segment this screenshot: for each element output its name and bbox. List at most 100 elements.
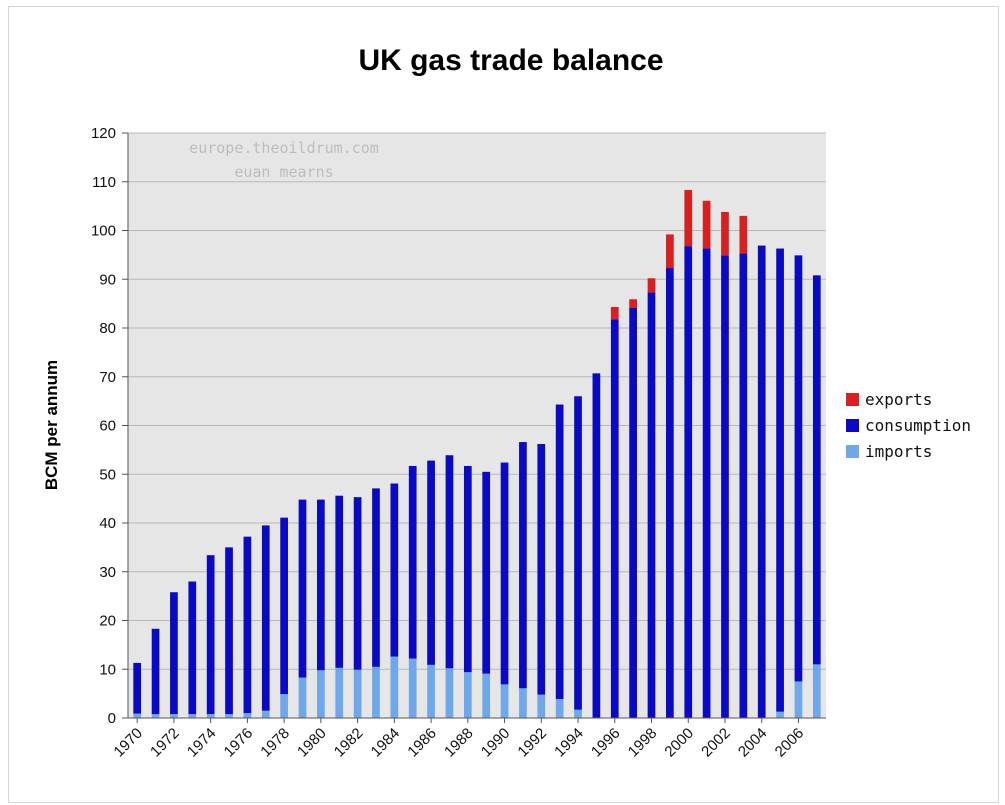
bar-imports-1990 [500,684,509,718]
bar-consumption-1990 [500,462,509,685]
bar-consumption-1973 [188,581,197,715]
bar-imports-1988 [463,672,472,718]
y-tick-label: 70 [99,369,116,386]
legend-swatch-consumption [846,419,859,432]
bar-consumption-2006 [794,255,803,682]
bar-imports-1977 [261,710,270,718]
bar-exports-2003 [739,215,748,254]
legend-label-exports: exports [865,390,932,409]
x-tick-label: 2002 [698,725,734,761]
bar-consumption-1995 [592,373,601,718]
bar-exports-1996 [610,307,619,320]
bar-exports-1999 [666,234,674,269]
bar-imports-2007 [812,664,821,719]
legend-swatch-exports [846,393,859,406]
chart-frame: UK gas trade balance europe.theoildrum.c… [8,6,999,803]
bar-consumption-1970 [133,662,142,714]
y-axis-label: BCM per annum [42,360,61,490]
bar-consumption-1978 [280,517,288,695]
y-tick-label: 100 [91,223,116,240]
chart: UK gas trade balance europe.theoildrum.c… [42,44,971,760]
bar-consumption-2005 [776,248,784,712]
x-tick-label: 1998 [625,725,661,761]
bar-imports-1976 [243,713,252,719]
x-tick-label: 1974 [184,725,220,761]
bar-consumption-1993 [555,404,564,699]
x-tick-label: 1978 [257,725,293,761]
bar-imports-1987 [445,668,454,718]
x-axis-ticks: 1970 1972 1974 1976 1978 1980 1982 1984 1986 1988… [110,718,807,760]
y-axis-ticks: 0 10 20 30 40 50 60 70 80 90 100 110 120 [91,125,128,727]
bar-imports-1975 [225,714,233,718]
bar-imports-2006 [794,681,803,718]
bar-imports-1982 [353,669,362,718]
bar-consumption-1984 [390,483,399,657]
bar-consumption-2003 [739,253,748,718]
bar-consumption-1999 [666,268,674,718]
bar-consumption-1981 [335,495,344,668]
bar-consumption-1989 [482,471,491,674]
bar-consumption-1982 [353,497,362,670]
bar-imports-1984 [390,656,399,718]
x-tick-label: 2004 [735,725,771,761]
bar-imports-2005 [776,711,784,718]
bar-exports-2001 [702,200,711,249]
x-tick-label: 1972 [147,725,183,761]
x-tick-label: 2006 [772,725,808,761]
bars [133,190,821,719]
bar-imports-1979 [298,677,307,718]
bar-consumption-2004 [757,245,766,719]
bar-imports-1985 [408,658,417,718]
bar-exports-1998 [647,278,656,293]
bar-consumption-2007 [812,275,821,665]
x-tick-label: 1982 [331,725,367,761]
bar-consumption-1994 [574,396,582,710]
bar-consumption-2001 [702,248,711,719]
y-tick-label: 50 [99,466,116,483]
bar-consumption-1996 [610,319,619,718]
bar-imports-1981 [335,667,344,718]
bar-consumption-1975 [225,547,233,715]
bar-exports-2002 [721,211,729,256]
x-tick-label: 1996 [588,725,624,761]
bar-consumption-1979 [298,499,307,678]
x-tick-label: 1970 [110,725,146,761]
x-tick-label: 1980 [294,725,330,761]
bar-imports-1994 [574,709,582,718]
bar-consumption-1980 [317,499,325,671]
x-tick-label: 1976 [221,725,257,761]
legend-swatch-imports [846,445,859,458]
bar-exports-2000 [684,190,693,247]
bar-consumption-1974 [206,555,215,715]
x-tick-label: 1986 [404,725,440,761]
bar-imports-1992 [537,694,546,718]
x-tick-label: 1994 [551,725,587,761]
x-tick-label: 1992 [514,725,550,761]
bar-consumption-1983 [372,488,380,667]
bar-consumption-1972 [170,592,178,715]
x-tick-label: 1988 [441,725,477,761]
y-tick-label: 90 [99,271,116,288]
legend-label-imports: imports [865,442,932,461]
bar-consumption-1986 [427,460,435,665]
bar-consumption-1987 [445,455,454,669]
x-tick-label: 1984 [368,725,404,761]
watermark-line-2: euan mearns [234,163,333,181]
y-tick-label: 20 [99,613,116,630]
bar-imports-1974 [206,714,215,718]
bar-imports-1993 [555,698,564,718]
bar-imports-1986 [427,664,435,718]
bar-imports-1971 [151,714,160,718]
watermark-line-1: europe.theoildrum.com [189,139,379,157]
bar-consumption-2002 [721,255,729,719]
y-tick-label: 110 [92,174,116,191]
bar-consumption-1985 [408,465,417,659]
x-tick-label: 2000 [661,725,697,761]
y-tick-label: 120 [91,125,116,142]
bar-imports-1991 [519,688,527,718]
legend: exports consumption imports [846,390,971,461]
bar-imports-1978 [280,694,288,718]
bar-consumption-1991 [519,442,527,689]
bar-imports-1989 [482,673,491,718]
y-tick-label: 80 [99,320,116,337]
